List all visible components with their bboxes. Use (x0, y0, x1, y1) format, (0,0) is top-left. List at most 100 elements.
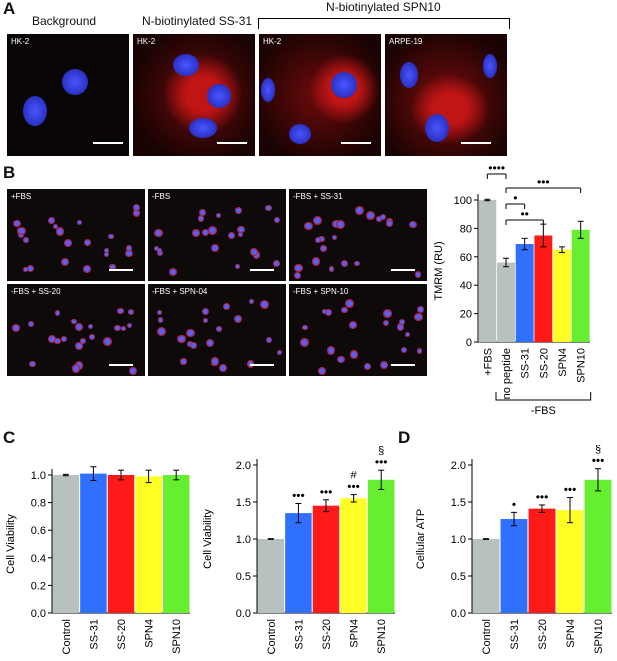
nucleus (76, 219, 83, 226)
nucleus (400, 346, 407, 354)
nucleus (201, 228, 210, 237)
nucleus (311, 256, 321, 266)
scale-bar (391, 269, 415, 271)
bar-ss-31 (285, 513, 312, 613)
bar-ss-20 (107, 475, 135, 613)
panel-c-label: C (3, 428, 16, 447)
nucleus (109, 264, 116, 271)
micrograph-caption: ARPE-19 (389, 37, 423, 46)
y-tick-label: 0.0 (451, 608, 466, 620)
nucleus (189, 341, 198, 350)
cell-body (410, 74, 490, 144)
nucleus (272, 260, 280, 268)
nucleus (386, 220, 393, 227)
bar-spn10 (571, 229, 590, 342)
x-tick-label: +FBS (482, 348, 494, 376)
micrograph-b-2: -FBS (148, 189, 286, 281)
nucleus (23, 266, 29, 273)
nucleus (23, 96, 47, 126)
panel-d-label: D (398, 428, 411, 447)
nucleus (26, 265, 35, 273)
nucleus (60, 257, 70, 267)
nucleus (235, 264, 241, 270)
nucleus (345, 299, 355, 308)
nucleus (364, 363, 372, 370)
nucleus (125, 250, 133, 258)
x-tick-label: SPN10 (171, 619, 183, 654)
y-tick-label: 1.5 (236, 497, 251, 509)
micrograph-b-3: -FBS + SS-31 (289, 189, 427, 281)
nucleus (400, 62, 418, 88)
y-tick-label: 0.8 (31, 498, 46, 510)
nucleus (62, 69, 88, 95)
nucleus (354, 260, 360, 267)
y-tick-label: 20 (460, 309, 472, 321)
nucleus (103, 251, 110, 258)
y-tick-label: 0.2 (31, 580, 46, 592)
nucleus (74, 322, 84, 331)
nucleus (294, 272, 302, 279)
nucleus (87, 323, 94, 329)
micrograph-background-hk2: HK-2 (7, 34, 129, 156)
significance-marker: • (512, 497, 516, 511)
chart-cell-viability-1: 0.0 0.2 0.4 0.6 0.8 1.0 Cell Viability Control S… (5, 466, 190, 654)
nucleus (265, 204, 272, 212)
bar-spn10 (367, 479, 395, 613)
micrograph-caption: -FBS (152, 192, 171, 201)
significance-marker: •••• (488, 161, 505, 175)
nucleus (128, 308, 134, 315)
micrograph-spn10-arpe19: ARPE-19 (385, 34, 507, 156)
bar-ss-31 (515, 244, 534, 342)
nucleus (320, 245, 328, 252)
nucleus (341, 306, 348, 314)
nucleus (132, 203, 141, 212)
header-biotinylated-spn10: N-biotinylated SPN10 (326, 0, 441, 14)
nucleus (114, 325, 121, 332)
nucleus (47, 217, 55, 224)
micrograph-caption: -FBS + SS-31 (293, 192, 343, 201)
x-tick-label: SS-20 (537, 619, 549, 650)
y-axis-label: TMRM (RU) (433, 241, 445, 300)
nucleus (79, 337, 87, 345)
micrograph-caption: -FBS + SPN-04 (152, 287, 208, 296)
bar-ss-31 (80, 473, 107, 613)
nucleus (300, 338, 309, 347)
nucleus (312, 216, 322, 226)
nucleus (117, 307, 124, 314)
nucleus (228, 231, 236, 239)
bar-spn10 (584, 479, 612, 613)
nucleus (71, 318, 77, 325)
significance-marker: § (595, 445, 601, 456)
y-tick-label: 80 (460, 223, 472, 235)
nucleus (210, 357, 220, 366)
significance-marker: ••• (537, 175, 550, 189)
micrograph-caption: -FBS + SPN-10 (293, 287, 349, 296)
nucleus (192, 229, 200, 237)
group-bracket (495, 392, 592, 401)
micrograph-b-5: -FBS + SPN-04 (148, 284, 286, 376)
significance-marker: # (351, 470, 358, 482)
header-background: Background (32, 14, 97, 28)
scale-bar (109, 269, 133, 271)
significance-marker: ••• (320, 485, 333, 499)
nucleus (331, 72, 357, 98)
significance-marker: •• (520, 207, 528, 221)
scale-bar (250, 364, 274, 366)
nucleus (125, 245, 133, 252)
micrograph-spn10-hk2: HK-2 (259, 34, 381, 156)
nucleus (12, 323, 21, 332)
nucleus (237, 225, 245, 233)
y-tick-label: 0.0 (236, 608, 251, 620)
x-tick-label: SS-20 (116, 619, 128, 650)
nucleus (211, 243, 220, 252)
nucleus (382, 308, 392, 318)
nucleus (27, 320, 34, 327)
micrograph-b-4: -FBS + SS-20 (7, 284, 145, 376)
nucleus (154, 229, 163, 238)
nucleus (348, 321, 357, 330)
y-tick-label: 0.6 (31, 525, 46, 537)
x-tick-label: SPN4 (557, 348, 569, 377)
y-tick-label: 60 (460, 252, 472, 264)
nucleus (249, 247, 259, 257)
nucleus (89, 333, 95, 340)
